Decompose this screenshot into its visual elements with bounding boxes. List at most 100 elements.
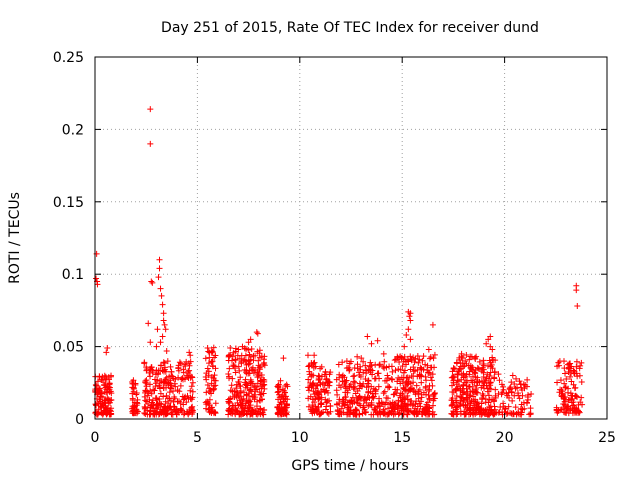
- data-point: [417, 364, 424, 371]
- data-point: [471, 379, 478, 386]
- data-point: [167, 377, 174, 384]
- data-point: [260, 411, 267, 418]
- data-point: [133, 391, 140, 398]
- data-point: [319, 380, 326, 387]
- data-point: [573, 287, 580, 294]
- data-point: [152, 395, 159, 402]
- data-point: [489, 346, 496, 353]
- data-point: [459, 391, 466, 398]
- data-point: [467, 392, 474, 399]
- data-point: [420, 353, 427, 360]
- data-point: [142, 410, 149, 417]
- data-point: [578, 394, 585, 401]
- data-point: [239, 343, 246, 350]
- data-point: [343, 358, 350, 365]
- data-point: [351, 372, 358, 379]
- data-point: [469, 383, 476, 390]
- data-point: [466, 356, 473, 363]
- data-point: [181, 410, 188, 417]
- data-point: [317, 410, 324, 417]
- data-point: [146, 381, 153, 388]
- data-point: [151, 411, 158, 418]
- data-point: [486, 404, 493, 411]
- data-point: [418, 365, 425, 372]
- data-point: [426, 404, 433, 411]
- data-point: [203, 405, 210, 412]
- data-point: [411, 408, 418, 415]
- data-point: [365, 389, 372, 396]
- data-point: [578, 359, 585, 366]
- data-point: [496, 377, 503, 384]
- data-point: [237, 383, 244, 390]
- data-point: [376, 361, 383, 368]
- data-point: [418, 394, 425, 401]
- data-point: [186, 367, 193, 374]
- data-point: [339, 373, 346, 380]
- data-point: [238, 396, 245, 403]
- data-point: [572, 408, 579, 415]
- data-point: [226, 353, 233, 360]
- data-point: [426, 410, 433, 417]
- data-point: [101, 381, 108, 388]
- data-point: [313, 382, 320, 389]
- data-point: [227, 395, 234, 402]
- data-point: [254, 330, 261, 337]
- data-point: [386, 363, 393, 370]
- data-point: [99, 399, 106, 406]
- data-point: [408, 356, 415, 363]
- data-point: [380, 363, 387, 370]
- data-point: [451, 366, 458, 373]
- data-point: [517, 405, 524, 412]
- data-point: [164, 380, 171, 387]
- data-point: [203, 389, 210, 396]
- data-point: [368, 411, 375, 418]
- data-point: [467, 400, 474, 407]
- data-point: [179, 375, 186, 382]
- data-point: [474, 379, 481, 386]
- data-point: [163, 392, 170, 399]
- data-point: [475, 405, 482, 412]
- data-point: [235, 378, 242, 385]
- data-point: [575, 401, 582, 408]
- data-point: [236, 389, 243, 396]
- data-point: [324, 409, 331, 416]
- data-point: [211, 372, 218, 379]
- data-point: [485, 399, 492, 406]
- data-point: [261, 381, 268, 388]
- data-point: [134, 396, 141, 403]
- data-point: [147, 339, 154, 346]
- data-point: [562, 370, 569, 377]
- data-point: [571, 385, 578, 392]
- data-point: [313, 408, 320, 415]
- data-point: [410, 388, 417, 395]
- data-point: [399, 400, 406, 407]
- y-axis-label: ROTI / TECUs: [7, 192, 23, 284]
- data-point: [357, 395, 364, 402]
- data-point: [145, 389, 152, 396]
- data-point: [399, 363, 406, 370]
- data-point: [143, 377, 150, 384]
- data-point: [391, 400, 398, 407]
- data-point: [361, 408, 368, 415]
- data-point: [253, 403, 260, 410]
- data-point: [356, 393, 363, 400]
- data-point: [257, 397, 264, 404]
- data-point: [425, 405, 432, 412]
- data-point: [245, 346, 252, 353]
- data-point: [249, 367, 256, 374]
- data-point: [566, 360, 573, 367]
- data-point: [98, 403, 105, 410]
- data-point: [527, 405, 534, 412]
- data-point: [464, 395, 471, 402]
- data-point: [367, 359, 374, 366]
- data-point: [448, 403, 455, 410]
- data-point: [336, 411, 343, 418]
- data-point: [260, 361, 267, 368]
- data-point: [463, 379, 470, 386]
- data-point: [151, 387, 158, 394]
- data-point: [305, 403, 312, 410]
- data-point: [257, 405, 264, 412]
- data-point: [150, 407, 157, 414]
- data-point: [525, 396, 532, 403]
- data-point: [141, 393, 148, 400]
